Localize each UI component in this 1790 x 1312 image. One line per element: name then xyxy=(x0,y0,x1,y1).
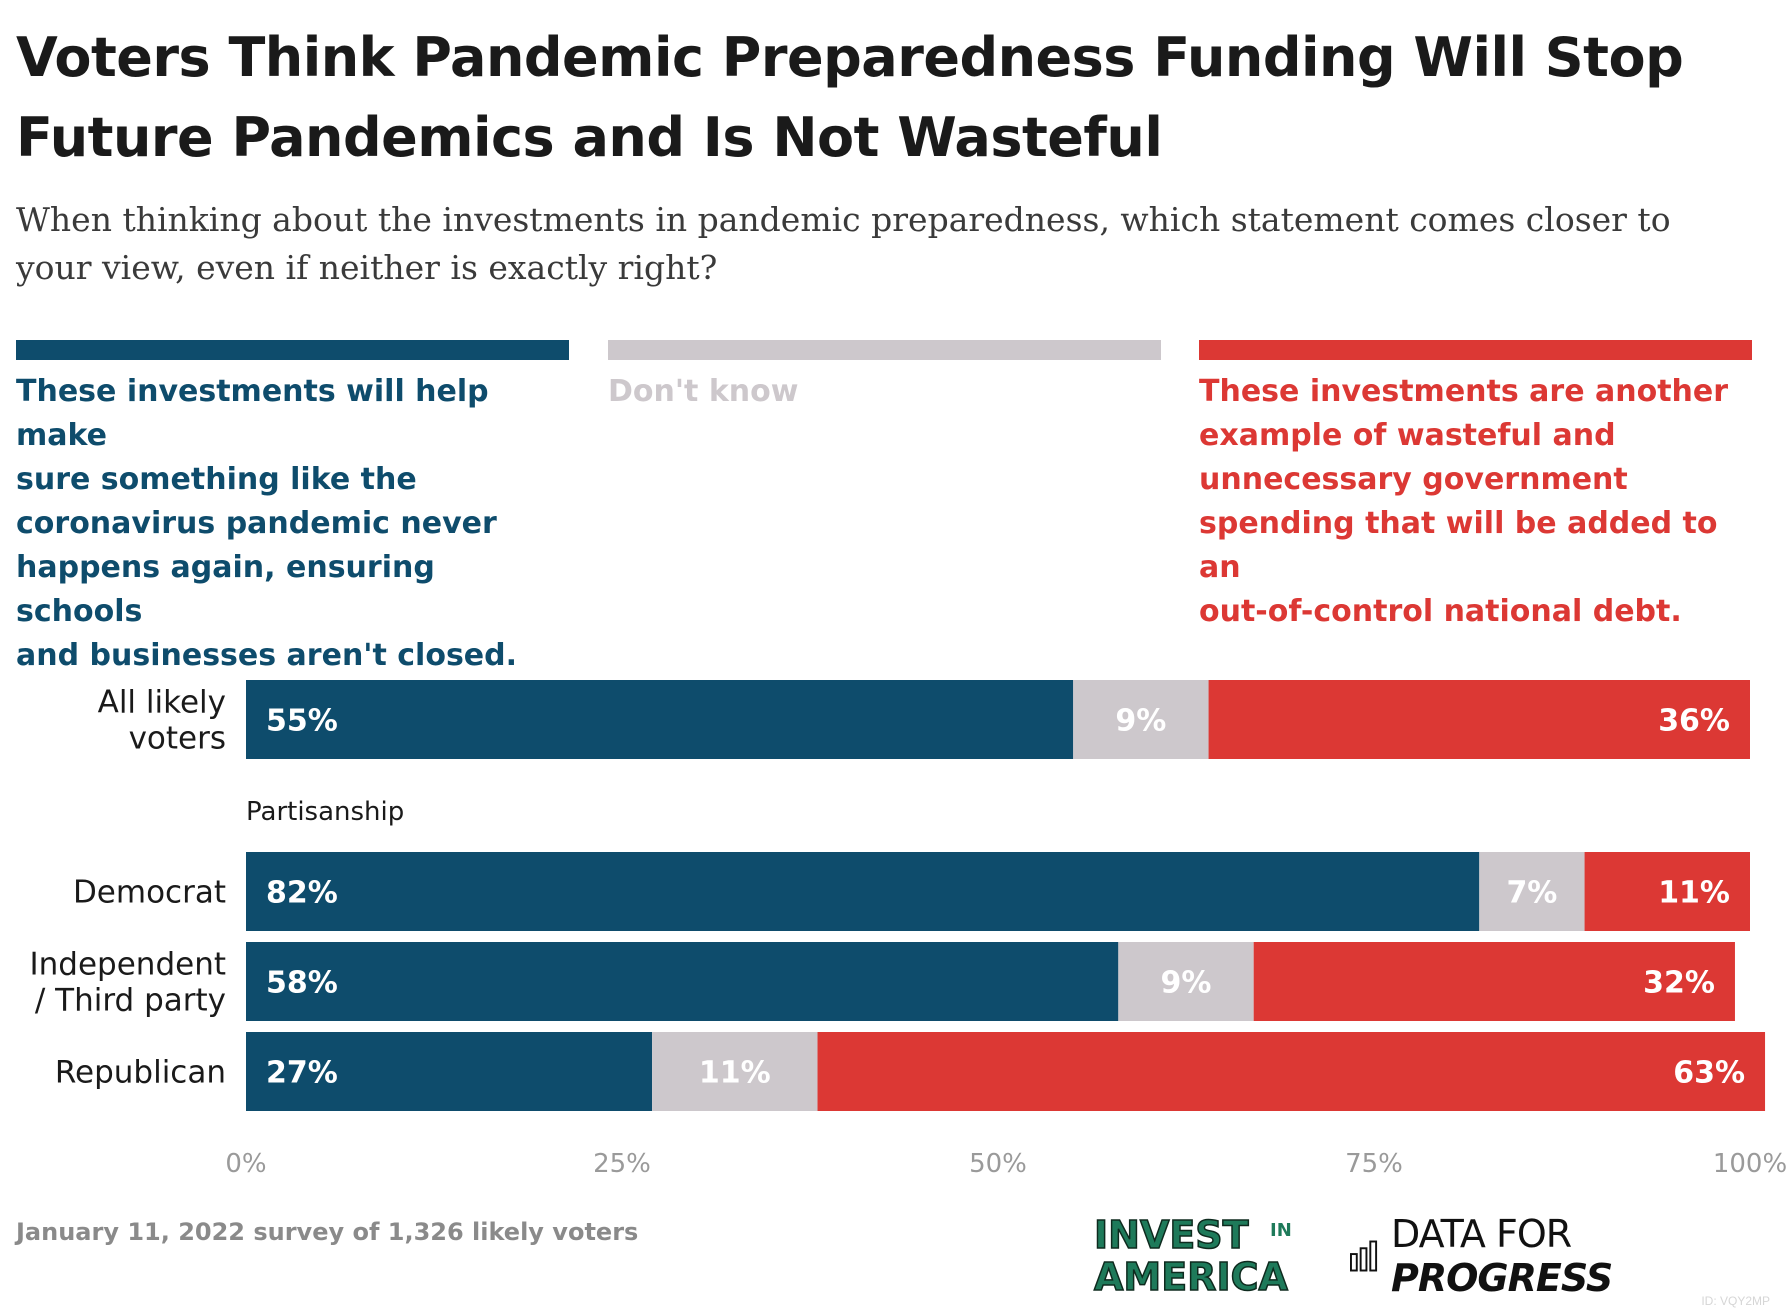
data-label-help-all-likely-voters: 55% xyxy=(266,704,338,739)
chart-subtitle-line-1: When thinking about the investments in p… xyxy=(16,200,1671,239)
data-label-wasteful-all-likely-voters: 36% xyxy=(1658,704,1730,739)
dfp-wordmark: DATA FOR PROGRESS xyxy=(1391,1212,1790,1300)
legend-wasteful-line: unnecessary government xyxy=(1199,462,1628,497)
data-label-dont-know-all-likely-voters: 9% xyxy=(1115,704,1166,739)
section-label-partisanship: Partisanship xyxy=(246,797,404,827)
data-label-help-republican: 27% xyxy=(266,1056,338,1091)
bar-wasteful-republican xyxy=(817,1032,1766,1111)
legend-help: These investments will help make sure so… xyxy=(16,340,569,678)
logo-invest-word: INVEST xyxy=(1094,1214,1249,1257)
bar-help-all-likely-voters xyxy=(246,680,1074,759)
logo-in-word: IN xyxy=(1270,1220,1292,1241)
legend-wasteful: These investments are another example of… xyxy=(1199,340,1752,634)
bar-dont-know-democrat xyxy=(1479,852,1585,931)
chart-title: Voters Think Pandemic Preparedness Fundi… xyxy=(16,18,1776,178)
category-label-line: voters xyxy=(129,721,226,757)
category-label-independent-third-party: Independent / Third party xyxy=(30,947,227,1019)
bar-chart-icon xyxy=(1350,1240,1378,1272)
legend-wasteful-line: spending that will be added to an xyxy=(1199,506,1718,585)
survey-note: January 11, 2022 survey of 1,326 likely … xyxy=(16,1218,639,1246)
legend-dont-know-line: Don't know xyxy=(608,374,799,409)
bar-wasteful-all-likely-voters xyxy=(1208,680,1750,759)
legend-swatch-help xyxy=(16,340,569,360)
data-for-progress-logo: DATA FOR PROGRESS xyxy=(1350,1212,1790,1300)
chart-title-line-2: Future Pandemics and Is Not Wasteful xyxy=(16,106,1163,169)
legend-help-line: These investments will help make xyxy=(16,374,489,453)
chart-id: ID: VQY2MP xyxy=(1701,1294,1770,1308)
category-label-line: / Third party xyxy=(35,983,226,1019)
bar-dont-know-all-likely-voters xyxy=(1073,680,1209,759)
bar-help-democrat xyxy=(246,852,1480,931)
data-label-help-independent-third-party: 58% xyxy=(266,966,338,1001)
bar-wasteful-democrat xyxy=(1584,852,1750,931)
legend-help-line: and businesses aren't closed. xyxy=(16,638,518,673)
data-label-help-democrat: 82% xyxy=(266,876,338,911)
legend-help-line: sure something like the xyxy=(16,462,417,497)
legend-wasteful-line: out-of-control national debt. xyxy=(1199,594,1682,629)
data-label-wasteful-republican: 63% xyxy=(1673,1056,1745,1091)
data-label-wasteful-independent-third-party: 32% xyxy=(1643,966,1715,1001)
bar-wasteful-independent-third-party xyxy=(1253,942,1735,1021)
legend-label-dont-know: Don't know xyxy=(608,370,1161,414)
x-tick-label: 100% xyxy=(1713,1149,1787,1179)
logo-america-word: AMERICA xyxy=(1094,1255,1288,1294)
legend-wasteful-line: example of wasteful and xyxy=(1199,418,1616,453)
bar-help-republican xyxy=(246,1032,653,1111)
x-tick-label: 0% xyxy=(225,1149,266,1179)
bar-help-independent-third-party xyxy=(246,942,1119,1021)
chart-subtitle: When thinking about the investments in p… xyxy=(16,196,1776,292)
category-label-all-likely-voters: All likely voters xyxy=(98,685,226,757)
x-tick-label: 75% xyxy=(1345,1149,1403,1179)
invest-in-america-logo: INVEST IN AMERICA xyxy=(1093,1214,1292,1294)
legend-label-help: These investments will help make sure so… xyxy=(16,370,569,678)
chart-subtitle-line-2: your view, even if neither is exactly ri… xyxy=(16,248,718,287)
data-label-dont-know-democrat: 7% xyxy=(1506,876,1557,911)
category-label-democrat: Democrat xyxy=(73,875,226,911)
legend-dont-know: Don't know xyxy=(608,340,1161,414)
legend-label-wasteful: These investments are another example of… xyxy=(1199,370,1752,634)
bar-dont-know-republican xyxy=(652,1032,818,1111)
bar-dont-know-independent-third-party xyxy=(1118,942,1254,1021)
data-label-wasteful-democrat: 11% xyxy=(1658,876,1730,911)
category-label-republican: Republican xyxy=(55,1055,226,1091)
x-tick-label: 25% xyxy=(593,1149,651,1179)
legend-help-line: happens again, ensuring schools xyxy=(16,550,435,629)
data-label-dont-know-republican: 11% xyxy=(699,1056,771,1091)
dfp-regular: DATA FOR xyxy=(1391,1212,1572,1256)
category-label-line: Independent xyxy=(30,947,227,983)
category-label-line: Democrat xyxy=(73,875,226,911)
x-tick-label: 50% xyxy=(969,1149,1027,1179)
legend-swatch-dont-know xyxy=(608,340,1161,360)
legend-swatch-wasteful xyxy=(1199,340,1752,360)
category-label-line: All likely xyxy=(98,685,226,721)
chart-title-line-1: Voters Think Pandemic Preparedness Fundi… xyxy=(16,26,1684,89)
legend-help-line: coronavirus pandemic never xyxy=(16,506,497,541)
data-label-dont-know-independent-third-party: 9% xyxy=(1161,966,1212,1001)
dfp-bold: PROGRESS xyxy=(1391,1256,1613,1300)
legend-wasteful-line: These investments are another xyxy=(1199,374,1729,409)
category-label-line: Republican xyxy=(55,1055,226,1091)
stacked-bar-chart: All likely voters 55% 9% 36% Democrat 82% 7% 11%… xyxy=(30,680,1787,1179)
